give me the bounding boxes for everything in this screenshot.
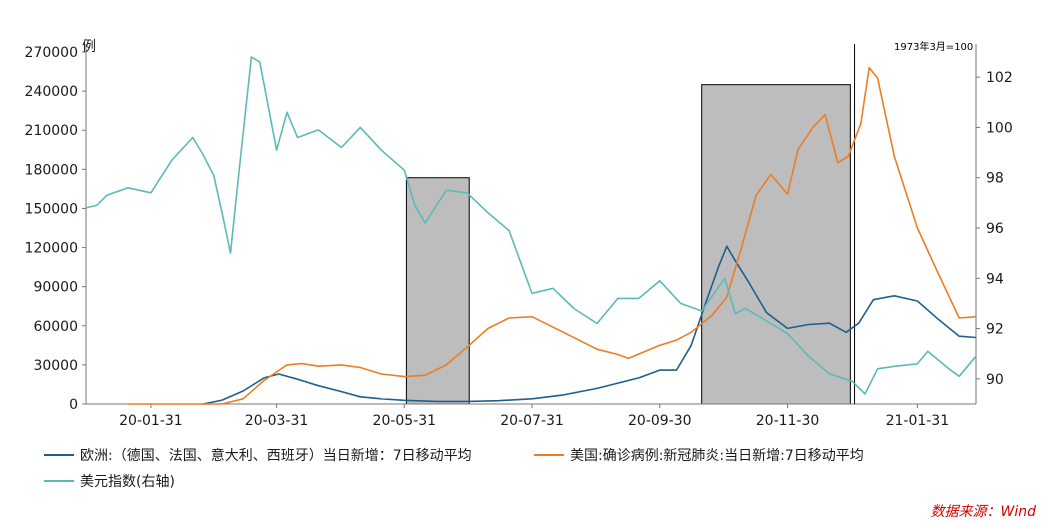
source-note: 数据来源：Wind <box>931 504 1037 520</box>
left-tick-label: 240000 <box>25 84 78 100</box>
x-tick-label: 20-05-31 <box>373 413 437 429</box>
left-tick-label: 270000 <box>25 45 78 61</box>
series-lines <box>85 56 977 405</box>
right-axis-note: 1973年3月=100 <box>894 40 973 53</box>
x-tick-label: 21-01-31 <box>886 413 950 429</box>
series-line-1 <box>203 245 977 405</box>
left-tick-label: 90000 <box>33 280 78 296</box>
left-tick-label: 60000 <box>33 319 78 335</box>
x-tick-label: 20-07-31 <box>500 413 564 429</box>
left-axis-unit: 例 <box>82 39 96 55</box>
legend-label: 美元指数(右轴) <box>80 474 175 490</box>
left-tick-label: 30000 <box>33 358 78 374</box>
left-tick-label: 150000 <box>25 201 78 217</box>
legend-label: 美国:确诊病例:新冠肺炎:当日新增:7日移动平均 <box>570 448 864 464</box>
right-tick-label: 100 <box>986 120 1013 136</box>
left-tick-label: 0 <box>69 397 78 413</box>
left-tick-label: 120000 <box>25 241 78 257</box>
right-tick-label: 92 <box>986 322 1004 338</box>
series-line-2 <box>127 66 977 405</box>
x-tick-label: 20-09-30 <box>628 413 692 429</box>
x-tick-label: 20-03-31 <box>245 413 309 429</box>
left-tick-label: 180000 <box>25 162 78 178</box>
left-tick-label: 210000 <box>25 123 78 139</box>
shaded-period-2 <box>701 84 851 405</box>
x-tick-label: 20-01-31 <box>119 413 183 429</box>
tick-labels: 0 30000 60000 90000 120000 150000 180000 210000… <box>25 45 1013 429</box>
x-tick-label: 20-11-30 <box>756 413 820 429</box>
shaded-periods <box>405 84 851 405</box>
right-tick-label: 98 <box>986 171 1004 187</box>
legend-label: 欧洲:（德国、法国、意大利、西班牙）当日新增：7日移动平均 <box>80 447 472 464</box>
series-line-3 <box>85 56 977 395</box>
right-tick-label: 96 <box>986 221 1004 237</box>
right-tick-label: 102 <box>986 70 1013 86</box>
right-tick-label: 94 <box>986 271 1004 287</box>
shaded-period-1 <box>405 177 470 405</box>
axes <box>82 44 980 408</box>
right-tick-label: 90 <box>986 372 1004 388</box>
legend: 欧洲:（德国、法国、意大利、西班牙）当日新增：7日移动平均 美国:确诊病例:新冠肺… <box>44 447 864 490</box>
